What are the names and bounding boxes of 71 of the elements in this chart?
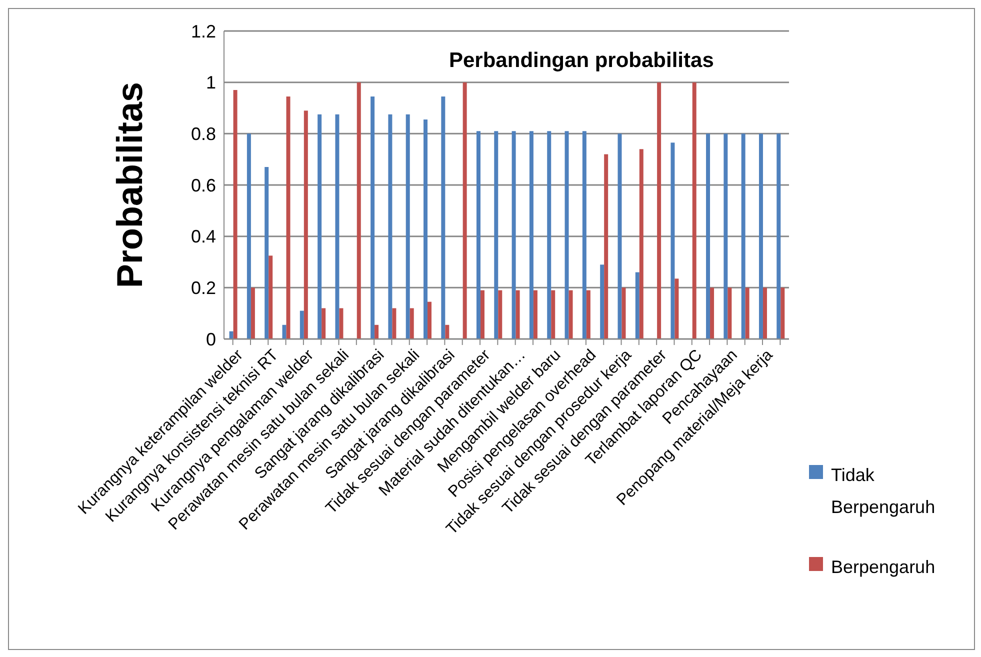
bar bbox=[564, 131, 569, 339]
bar bbox=[339, 308, 344, 339]
y-tick-label: 0 bbox=[206, 329, 216, 350]
bar bbox=[246, 134, 251, 339]
bar bbox=[356, 82, 361, 339]
bar bbox=[512, 131, 516, 339]
bar bbox=[706, 134, 710, 339]
bar bbox=[745, 288, 750, 339]
bar bbox=[250, 288, 255, 339]
bar bbox=[568, 290, 573, 339]
bar bbox=[286, 96, 290, 339]
bar bbox=[233, 90, 238, 339]
bar bbox=[410, 308, 414, 339]
bar bbox=[547, 131, 552, 339]
bar bbox=[406, 114, 410, 339]
bar bbox=[304, 110, 308, 339]
bar bbox=[516, 290, 520, 339]
bar bbox=[335, 114, 340, 339]
bar bbox=[318, 114, 322, 339]
bar bbox=[776, 134, 781, 339]
bar bbox=[657, 82, 662, 339]
bar bbox=[670, 142, 675, 339]
bar bbox=[762, 288, 767, 339]
bar bbox=[282, 324, 286, 339]
bar bbox=[551, 290, 556, 339]
bar bbox=[604, 154, 608, 339]
bar bbox=[758, 134, 763, 339]
legend-label: Tidak Berpengaruh bbox=[831, 464, 936, 519]
bar bbox=[300, 310, 304, 339]
bar bbox=[692, 82, 696, 339]
bar bbox=[322, 308, 326, 339]
bar bbox=[728, 288, 732, 339]
bar bbox=[428, 302, 432, 339]
bar bbox=[724, 134, 728, 339]
bar bbox=[498, 290, 502, 339]
bar bbox=[441, 96, 446, 339]
bar bbox=[622, 288, 626, 339]
legend-label: Berpengaruh bbox=[831, 556, 936, 579]
bar bbox=[741, 134, 746, 339]
bar bbox=[639, 149, 644, 339]
bar bbox=[674, 278, 679, 339]
y-tick-label: 1 bbox=[206, 72, 216, 93]
bar bbox=[370, 96, 375, 339]
bar bbox=[264, 167, 269, 339]
y-tick-label: 0.2 bbox=[190, 278, 216, 298]
bar bbox=[445, 324, 450, 339]
bar bbox=[533, 290, 538, 339]
bar bbox=[480, 290, 484, 339]
bar bbox=[635, 272, 640, 339]
bar bbox=[424, 120, 428, 339]
y-tick-label: 0.4 bbox=[190, 226, 216, 247]
bar bbox=[388, 114, 392, 339]
bar bbox=[229, 331, 234, 339]
bar bbox=[600, 264, 604, 339]
y-tick-label: 0.6 bbox=[190, 175, 216, 196]
bar bbox=[780, 288, 785, 339]
bar bbox=[392, 308, 396, 339]
bar bbox=[268, 256, 273, 339]
y-tick-label: 1.2 bbox=[190, 21, 216, 42]
bar bbox=[710, 288, 714, 339]
bar bbox=[476, 131, 480, 339]
y-tick-label: 0.8 bbox=[190, 124, 216, 144]
text: Perbandingan probabilitas bbox=[449, 49, 714, 73]
bar bbox=[618, 134, 622, 339]
bar bbox=[462, 82, 467, 339]
y-axis-title: Probabilitas bbox=[108, 82, 150, 288]
bar bbox=[374, 324, 379, 339]
bar bbox=[586, 290, 590, 339]
bar bbox=[494, 131, 498, 339]
bar bbox=[582, 131, 586, 339]
bar bbox=[529, 131, 534, 339]
